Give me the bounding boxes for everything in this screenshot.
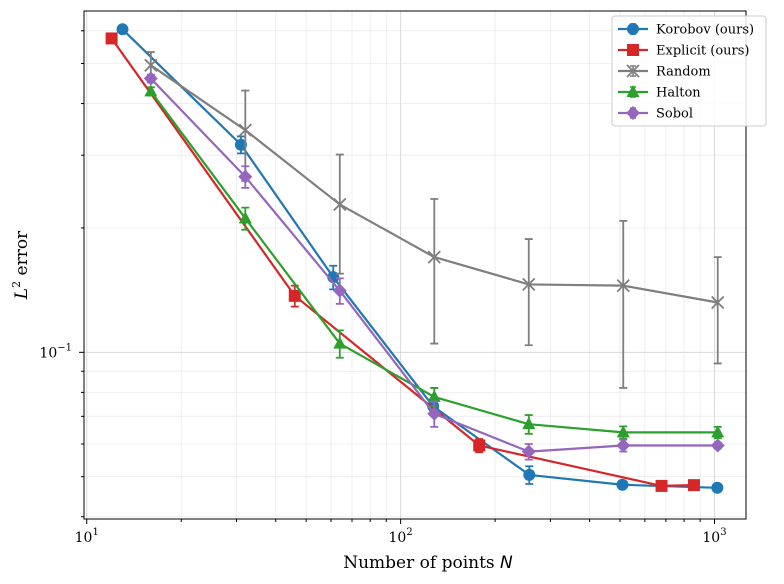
x-axis-title: Number of points N	[343, 553, 513, 573]
axis-ticks	[79, 30, 715, 524]
y-axis-title: L2 error	[10, 230, 32, 300]
halton-point	[333, 336, 347, 349]
random-error-bar	[430, 198, 439, 345]
random-error-bar	[335, 153, 344, 275]
x-tick-label: 102	[389, 527, 413, 546]
explicit-ours-point	[655, 479, 668, 492]
legend-item-halton: Halton	[618, 85, 701, 101]
series-explicit-ours	[105, 32, 700, 492]
legend-item-explicit-ours: Explicit (ours)	[618, 44, 749, 59]
korobov-ours-point	[711, 481, 724, 494]
random-point	[616, 279, 630, 293]
legend-marker	[626, 64, 640, 78]
random-point	[238, 123, 252, 137]
legend-label: Halton	[656, 86, 701, 101]
tick-labels: 101 102 103 10−1	[39, 342, 726, 546]
sobol-point	[238, 169, 253, 184]
halton-point	[522, 417, 536, 430]
legend-marker	[626, 106, 640, 120]
sobol-point	[332, 283, 347, 298]
legend-label: Sobol	[656, 107, 693, 122]
series-sobol	[143, 71, 725, 461]
random-point	[711, 295, 725, 310]
y-tick-label: 10−1	[39, 342, 72, 361]
sobol-point	[616, 438, 631, 453]
explicit-ours-point	[687, 479, 700, 492]
legend-item-sobol: Sobol	[618, 106, 693, 122]
halton-point	[616, 425, 630, 438]
explicit-ours-point	[105, 32, 118, 45]
legend-label: Random	[656, 65, 711, 80]
random-point	[144, 58, 158, 72]
halton-point	[427, 389, 441, 402]
random-point	[333, 197, 347, 212]
random-point	[427, 250, 441, 264]
random-point	[522, 277, 536, 292]
korobov-ours-point	[116, 23, 129, 36]
x-tick-label: 103	[702, 527, 726, 546]
explicit-ours-point	[288, 289, 301, 302]
legend-item-random: Random	[618, 64, 711, 80]
legend-marker	[627, 23, 639, 35]
x-tick-label: 101	[75, 527, 99, 546]
random-error-bar	[713, 256, 722, 365]
korobov-ours-point	[234, 138, 247, 151]
korobov-ours-point	[523, 468, 536, 481]
sobol-point	[427, 406, 442, 421]
korobov-ours-point	[616, 478, 629, 491]
sobol-point	[710, 438, 725, 453]
legend: Korobov (ours) Explicit (ours) Random Halto…	[611, 15, 767, 127]
halton-point	[238, 211, 252, 224]
legend-label: Explicit (ours)	[656, 44, 749, 59]
legend-label: Korobov (ours)	[656, 23, 754, 38]
series-random	[144, 51, 725, 389]
explicit-ours-point	[473, 439, 486, 452]
halton-point	[144, 84, 158, 97]
sobol-point	[521, 444, 536, 459]
random-error-bar	[524, 238, 533, 347]
halton-point	[711, 425, 725, 438]
legend-marker	[626, 85, 640, 97]
random-error-bar	[619, 220, 628, 389]
sobol-point	[143, 71, 158, 86]
series-layer	[105, 23, 725, 494]
legend-marker	[627, 44, 639, 56]
legend-box	[611, 15, 767, 127]
legend-item-korobov-ours: Korobov (ours)	[618, 23, 754, 38]
plot-frame	[83, 10, 747, 520]
